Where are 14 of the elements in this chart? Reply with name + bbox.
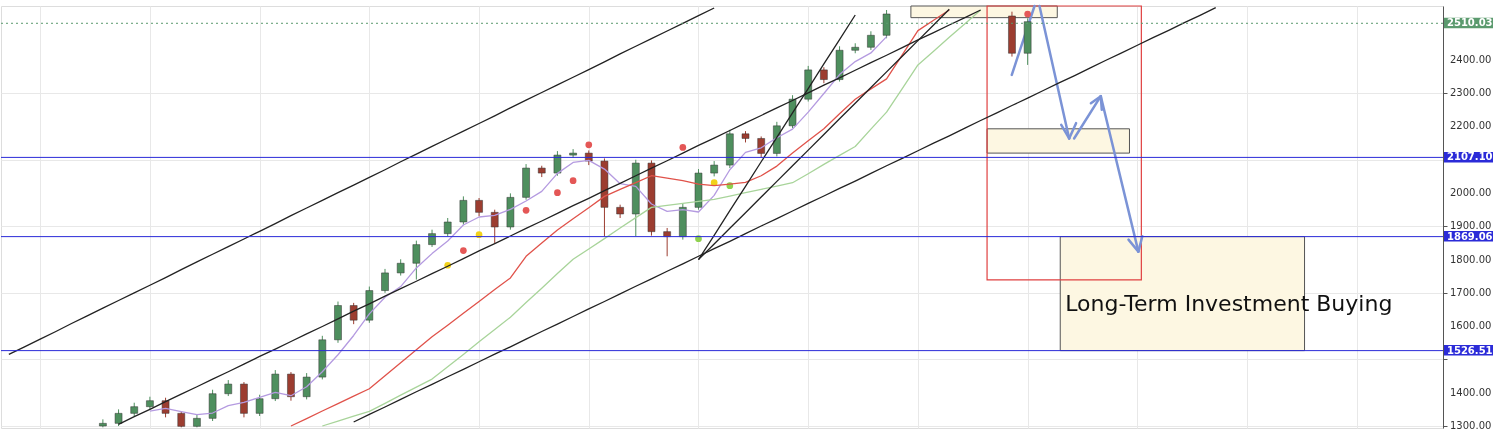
y-tick-label: 2300.00: [1450, 87, 1492, 99]
y-tick-label: 2400.00: [1450, 53, 1492, 65]
ref-line-label: 1869.06: [1447, 230, 1493, 242]
ref-line-label: 2510.03: [1447, 17, 1493, 29]
ref-line-label: 1526.51: [1447, 344, 1493, 356]
y-tick-label: 1900.00: [1450, 220, 1492, 232]
y-tick-label: 1300.00: [1450, 420, 1492, 430]
y-tick-label: 2200.00: [1450, 120, 1492, 132]
y-tick-label: 1600.00: [1450, 320, 1492, 332]
y-tick-label: 1700.00: [1450, 286, 1492, 298]
y-tick-label: 2000.00: [1450, 187, 1492, 199]
y-tick-label: 1800.00: [1450, 253, 1492, 265]
y-tick-label: 1400.00: [1450, 386, 1492, 398]
ref-line-label: 2107.10: [1447, 151, 1493, 163]
